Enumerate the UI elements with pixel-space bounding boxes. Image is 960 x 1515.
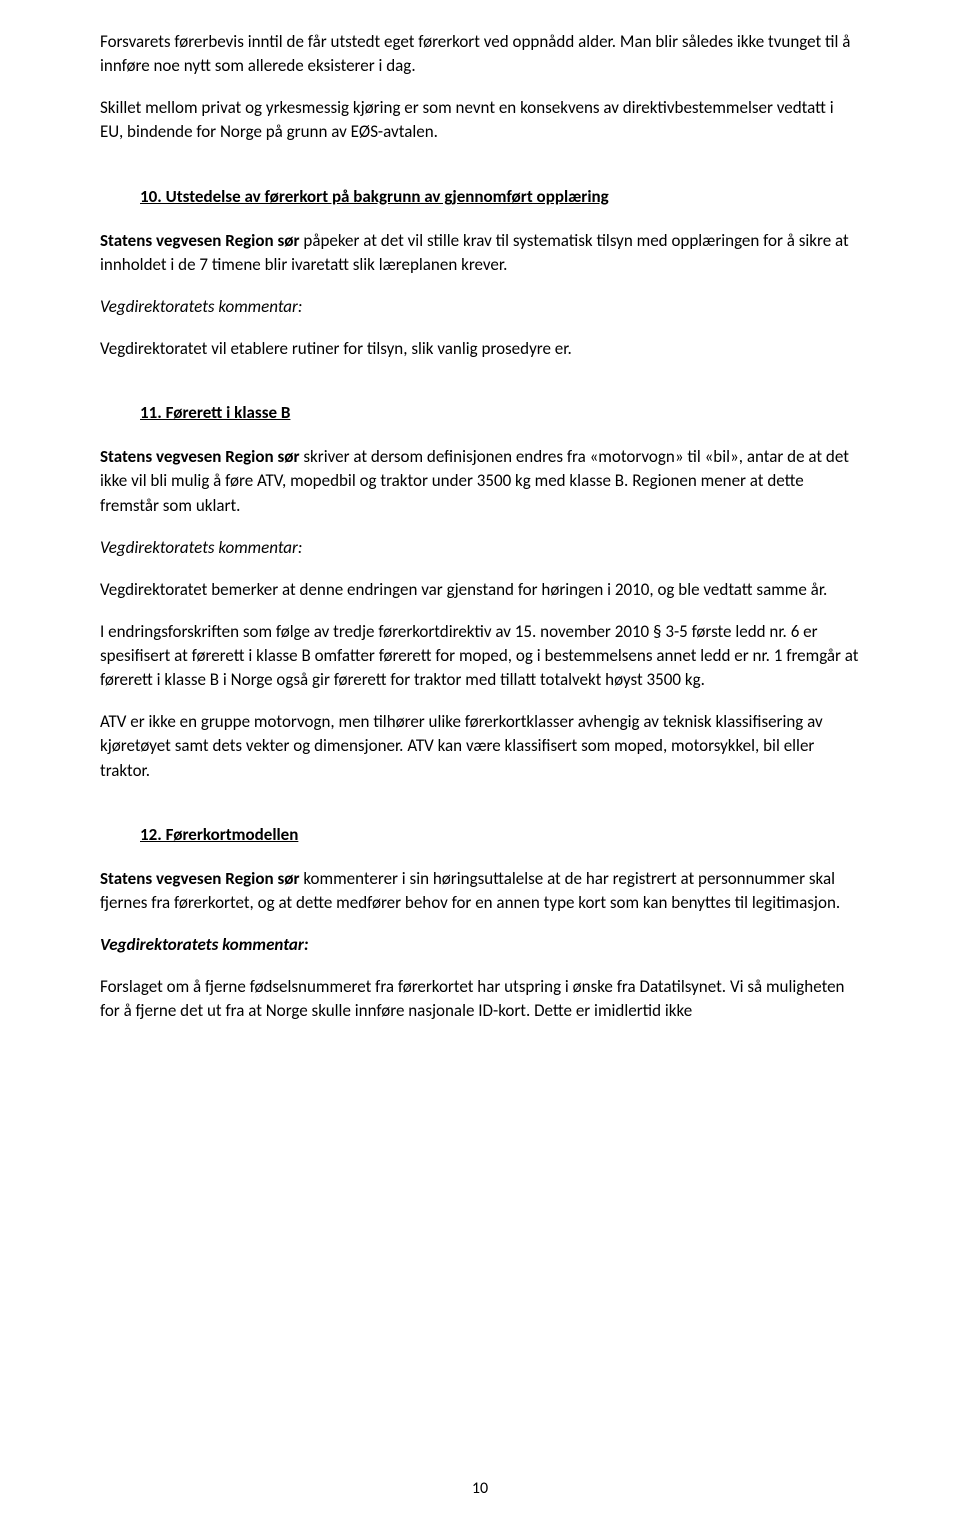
intro-paragraph-1: Forsvarets førerbevis inntil de får utst… bbox=[100, 30, 860, 78]
bold-lead: Statens vegvesen Region sør bbox=[100, 230, 300, 251]
section-11-paragraph-2: Vegdirektoratet bemerker at denne endrin… bbox=[100, 578, 860, 602]
intro-paragraph-2: Skillet mellom privat og yrkesmessig kjø… bbox=[100, 96, 860, 144]
section-12-comment-label: Vegdirektoratets kommentar: bbox=[100, 933, 860, 957]
section-12-paragraph-1: Statens vegvesen Region sør kommenterer … bbox=[100, 867, 860, 915]
section-11-paragraph-3: I endringsforskriften som følge av tredj… bbox=[100, 620, 860, 692]
section-11-paragraph-1: Statens vegvesen Region sør skriver at d… bbox=[100, 445, 860, 517]
section-10-paragraph-2: Vegdirektoratet vil etablere rutiner for… bbox=[100, 337, 860, 361]
section-12-paragraph-2: Forslaget om å fjerne fødselsnummeret fr… bbox=[100, 975, 860, 1023]
document-page: Forsvarets førerbevis inntil de får utst… bbox=[0, 0, 960, 1515]
section-11-heading: 11. Førerett i klasse B bbox=[140, 401, 860, 425]
section-10-paragraph-1: Statens vegvesen Region sør påpeker at d… bbox=[100, 229, 860, 277]
page-number: 10 bbox=[0, 1478, 960, 1501]
section-12-heading: 12. Førerkortmodellen bbox=[140, 823, 860, 847]
section-11-comment-label: Vegdirektoratets kommentar: bbox=[100, 536, 860, 560]
section-10-comment-label: Vegdirektoratets kommentar: bbox=[100, 295, 860, 319]
bold-lead: Statens vegvesen Region sør bbox=[100, 868, 300, 889]
section-11-paragraph-4: ATV er ikke en gruppe motorvogn, men til… bbox=[100, 710, 860, 782]
bold-lead: Statens vegvesen Region sør bbox=[100, 446, 300, 467]
section-10-heading: 10. Utstedelse av førerkort på bakgrunn … bbox=[140, 185, 860, 209]
